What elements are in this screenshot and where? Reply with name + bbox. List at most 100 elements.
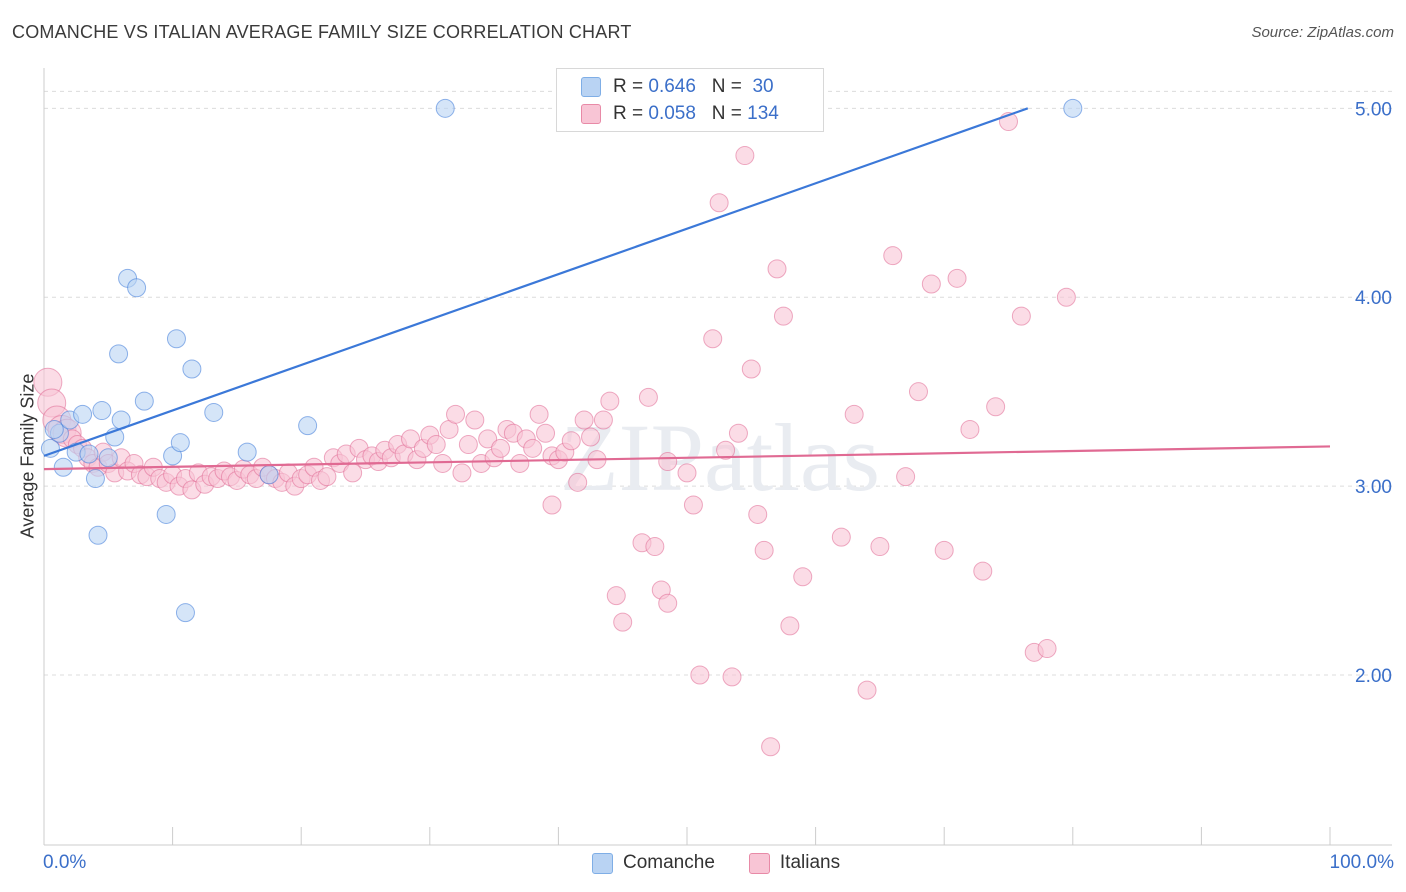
stats-row-comanche: R = 0.646 N = 30 xyxy=(581,75,774,99)
italians-point xyxy=(780,616,800,636)
italians-point xyxy=(658,452,678,472)
comanche-point xyxy=(175,603,195,623)
italians-point xyxy=(703,329,723,349)
comanche-point xyxy=(156,504,176,524)
comanche-point xyxy=(170,433,190,453)
legend-label-italians: Italians xyxy=(779,852,841,873)
italians-point xyxy=(761,737,781,757)
y-tick-label: 4.00 xyxy=(1355,288,1392,309)
comanche-legend-swatch xyxy=(592,852,613,874)
italians-point xyxy=(741,359,761,379)
italians-point xyxy=(921,274,941,294)
y-tick-label: 5.00 xyxy=(1355,99,1392,120)
comanche-point xyxy=(109,344,129,364)
stats-row-italians: R = 0.058 N = 134 xyxy=(581,102,779,126)
comanche-trend-line xyxy=(43,107,1029,457)
italians-swatch xyxy=(581,104,601,124)
italians-point xyxy=(722,667,742,687)
italians-point xyxy=(529,404,549,424)
r-value: 0.058 xyxy=(648,103,696,124)
italians-point xyxy=(896,467,916,487)
italians-point xyxy=(446,404,466,424)
r-value: 0.646 xyxy=(648,76,696,97)
italians-point xyxy=(581,427,601,447)
x-tick-label-max: 100.0% xyxy=(1329,852,1394,873)
comanche-point xyxy=(127,278,147,298)
legend-item-italians[interactable]: Italians xyxy=(748,852,841,874)
italians-point xyxy=(908,382,928,402)
italians-point xyxy=(1056,287,1076,307)
italians-point xyxy=(735,146,755,166)
y-tick-label: 3.00 xyxy=(1355,477,1392,498)
comanche-point xyxy=(73,404,93,424)
italians-point xyxy=(748,504,768,524)
comanche-point xyxy=(1063,98,1083,118)
italians-point xyxy=(709,193,729,213)
italians-point xyxy=(536,423,556,443)
y-tick-label: 2.00 xyxy=(1355,666,1392,687)
italians-point xyxy=(561,431,581,451)
italians-point xyxy=(716,440,736,460)
series-legend: Comanche Italians xyxy=(592,852,874,874)
legend-item-comanche[interactable]: Comanche xyxy=(592,852,715,874)
italians-point xyxy=(728,423,748,443)
comanche-point xyxy=(259,465,279,485)
italians-point xyxy=(542,495,562,515)
y-tick-labels: 2.00 3.00 4.00 5.00 xyxy=(1355,99,1392,687)
italians-point xyxy=(973,561,993,581)
n-label: N = xyxy=(711,76,742,97)
italians-point xyxy=(658,593,678,613)
italians-point xyxy=(1037,639,1057,659)
comanche-point xyxy=(134,391,154,411)
italians-trend-line xyxy=(43,445,1331,471)
italians-point xyxy=(401,429,421,449)
italians-point xyxy=(754,540,774,560)
r-label: R = xyxy=(613,103,644,124)
stats-legend: R = 0.646 N = 30 R = 0.058 N = 134 xyxy=(556,68,824,132)
italians-point xyxy=(491,438,511,458)
comanche-swatch xyxy=(581,77,601,97)
n-label: N = xyxy=(711,103,742,124)
y-axis-label: Average Family Size xyxy=(17,373,38,539)
italians-point xyxy=(645,537,665,557)
italians-point xyxy=(465,410,485,430)
italians-point xyxy=(683,495,703,515)
chart-title: COMANCHE VS ITALIAN AVERAGE FAMILY SIZE … xyxy=(12,22,632,42)
comanche-point xyxy=(44,419,64,439)
x-tick-label-min: 0.0% xyxy=(43,852,87,873)
comanche-point xyxy=(298,416,318,436)
italians-point xyxy=(606,586,626,606)
italians-point xyxy=(343,463,363,483)
italians-point xyxy=(523,438,543,458)
italians-point xyxy=(452,463,472,483)
italians-point xyxy=(568,472,588,492)
comanche-point xyxy=(204,402,224,422)
italians-point xyxy=(767,259,787,279)
comanche-point xyxy=(435,98,455,118)
italians-point xyxy=(934,540,954,560)
italians-point xyxy=(317,467,337,487)
italians-point xyxy=(426,435,446,455)
comanche-point xyxy=(88,525,108,545)
italians-point xyxy=(870,537,890,557)
source-label: Source: ZipAtlas.com xyxy=(1251,24,1394,41)
italians-point xyxy=(574,410,594,430)
italians-point xyxy=(773,306,793,326)
italians-point xyxy=(793,567,813,587)
italians-point xyxy=(677,463,697,483)
italians-point xyxy=(613,612,633,632)
italians-point xyxy=(831,527,851,547)
italians-point xyxy=(458,435,478,455)
italians-point xyxy=(690,665,710,685)
italians-point xyxy=(844,404,864,424)
n-value: 30 xyxy=(752,76,774,97)
italians-point xyxy=(960,419,980,439)
italians-point xyxy=(986,397,1006,417)
italians-point xyxy=(638,387,658,407)
comanche-point xyxy=(237,442,257,462)
grid-lines xyxy=(44,90,1392,676)
r-label: R = xyxy=(613,76,644,97)
italians-point xyxy=(593,410,613,430)
axes xyxy=(43,68,1392,846)
